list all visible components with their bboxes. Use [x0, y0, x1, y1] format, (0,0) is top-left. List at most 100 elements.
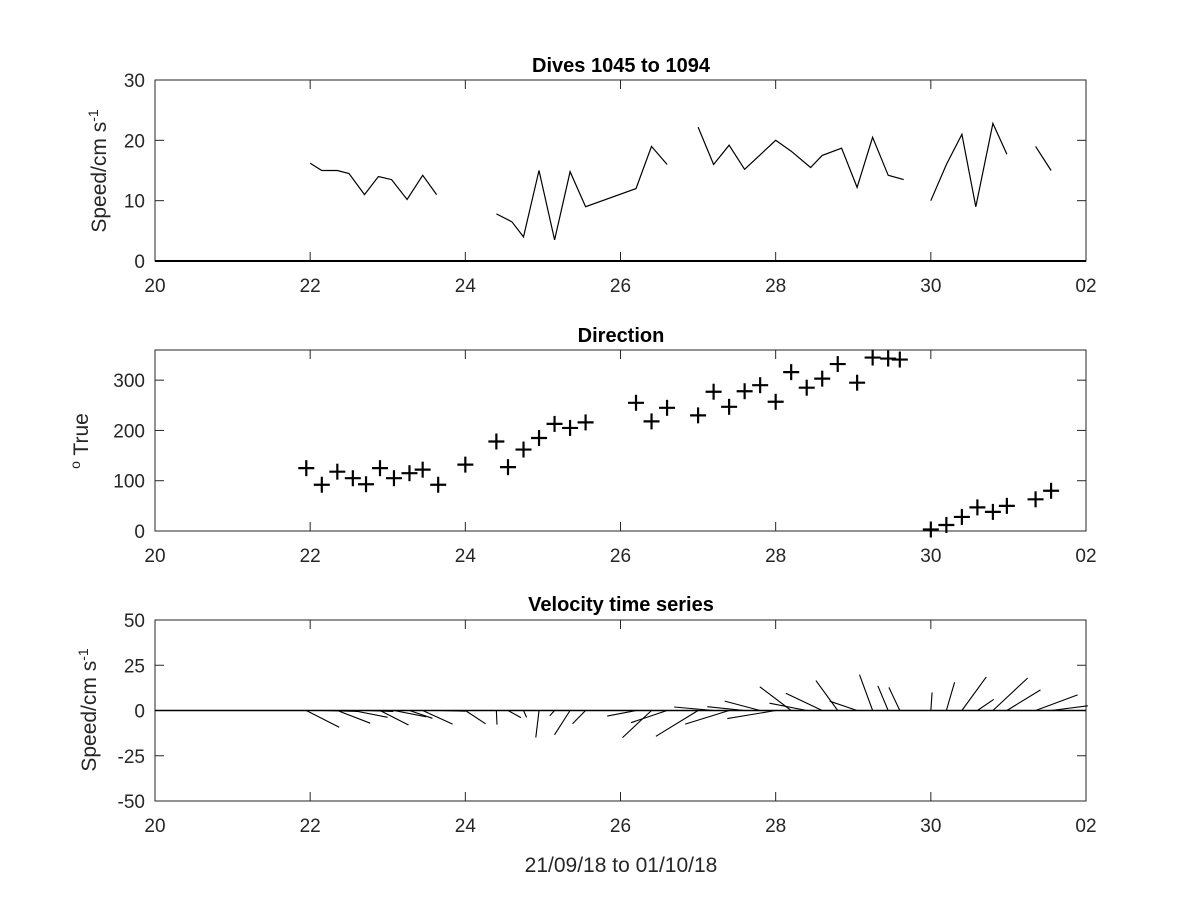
direction-point	[969, 499, 986, 516]
velocity-x-tick-label: 02	[1075, 816, 1096, 837]
velocity-x-tick-label: 20	[144, 816, 165, 837]
direction-y-axis: 0 100 200 300	[113, 371, 1086, 543]
speed-y-tick-label: 30	[124, 71, 145, 92]
velocity-x-tick-label: 26	[610, 816, 631, 837]
speed-y-tick-label: 20	[124, 131, 145, 152]
velocity-stick	[409, 709, 433, 719]
direction-point	[385, 470, 402, 487]
speed-x-axis: 20 22 24 26 28 30 02	[144, 80, 1097, 297]
speed-y-axis: 0 10 20 30	[124, 71, 1086, 273]
direction-point	[371, 460, 388, 477]
speed-lines	[155, 121, 1086, 262]
direction-point	[659, 399, 676, 416]
direction-point	[562, 419, 579, 436]
speed-panel-title: Dives 1045 to 1094	[532, 55, 711, 77]
direction-point	[814, 370, 831, 387]
speed-x-tick-label: 28	[765, 276, 786, 297]
velocity-stick	[507, 710, 522, 719]
velocity-stick	[829, 700, 858, 712]
velocity-y-tick-label: -25	[118, 747, 145, 768]
speed-series-line	[930, 121, 1008, 207]
velocity-stick	[992, 677, 1029, 711]
speed-x-tick-label: 24	[455, 276, 477, 297]
direction-point	[752, 377, 769, 394]
velocity-stick	[535, 710, 540, 738]
speed-y-axis-label: Speed/cm s-1	[85, 109, 111, 233]
velocity-stick	[727, 709, 776, 720]
direction-point	[721, 398, 738, 415]
velocity-stick	[495, 710, 498, 725]
velocity-stick	[438, 709, 466, 712]
velocity-stick	[724, 700, 761, 712]
velocity-x-tick-label: 28	[765, 816, 786, 837]
speed-y-tick-label: 0	[134, 252, 145, 273]
direction-point	[1043, 482, 1060, 499]
velocity-stick	[422, 709, 453, 725]
direction-y-tick-label: 300	[113, 371, 145, 392]
velocity-y-tick-label: 25	[124, 656, 145, 677]
velocity-x-tick-label: 30	[920, 816, 941, 837]
velocity-y-axis: -50 -25 0 25 50	[118, 611, 1086, 813]
velocity-stick	[815, 680, 839, 711]
speed-y-tick-label: 10	[124, 192, 145, 213]
direction-point	[798, 379, 815, 396]
velocity-stick	[465, 710, 486, 725]
speed-series-line	[697, 126, 904, 190]
velocity-stick	[769, 702, 807, 712]
velocity-x-tick-label: 24	[455, 816, 477, 837]
velocity-stick	[393, 709, 427, 718]
velocity-stick	[554, 710, 571, 736]
velocity-stick	[607, 709, 637, 717]
velocity-y-tick-label: 0	[134, 702, 145, 723]
speed-plot-area	[154, 79, 1087, 262]
velocity-stick	[674, 706, 714, 712]
direction-point	[358, 476, 375, 493]
direction-point	[922, 521, 939, 538]
direction-point	[488, 433, 505, 450]
velocity-y-axis-label: Speed/cm s-1	[75, 648, 101, 772]
direction-point	[1027, 491, 1044, 508]
direction-y-tick-label: 200	[113, 421, 145, 442]
velocity-stick	[337, 709, 371, 724]
direction-point	[628, 394, 645, 411]
velocity-stick	[572, 710, 586, 725]
speed-series-line	[1035, 146, 1052, 171]
speed-series-line	[496, 145, 668, 241]
direction-x-tick-label: 02	[1075, 546, 1096, 567]
direction-point	[577, 414, 594, 431]
velocity-x-tick-label: 22	[300, 816, 321, 837]
velocity-stick	[630, 709, 668, 724]
velocity-stick	[379, 710, 409, 726]
speed-x-tick-label: 20	[144, 276, 165, 297]
direction-point	[998, 497, 1015, 514]
direction-point	[767, 393, 784, 410]
direction-panel-title: Direction	[578, 325, 665, 347]
velocity-stick	[685, 709, 730, 725]
speed-x-tick-label: 30	[920, 276, 941, 297]
direction-point	[864, 349, 881, 366]
direction-x-tick-label: 30	[920, 546, 941, 567]
velocity-y-tick-label: 50	[124, 611, 145, 632]
direction-point	[500, 459, 517, 476]
direction-point	[414, 461, 431, 478]
velocity-stick	[888, 687, 901, 711]
direction-y-axis-label: o True	[67, 413, 93, 469]
velocity-stick	[352, 709, 388, 718]
direction-x-tick-label: 22	[300, 546, 321, 567]
direction-point	[298, 460, 315, 477]
direction-point	[401, 465, 418, 482]
direction-point	[891, 351, 908, 368]
velocity-x-axis: 20 22 24 26 28 30 02	[144, 620, 1097, 837]
direction-point	[313, 476, 330, 493]
velocity-stick	[549, 710, 555, 717]
direction-x-tick-label: 28	[765, 546, 786, 567]
direction-point	[736, 383, 753, 400]
velocity-stick	[1006, 689, 1041, 711]
direction-point	[849, 374, 866, 391]
velocity-x-axis-label: 21/09/18 to 01/10/18	[525, 854, 718, 877]
direction-point	[531, 429, 548, 446]
direction-y-tick-label: 0	[134, 522, 145, 543]
direction-x-tick-label: 20	[144, 546, 165, 567]
